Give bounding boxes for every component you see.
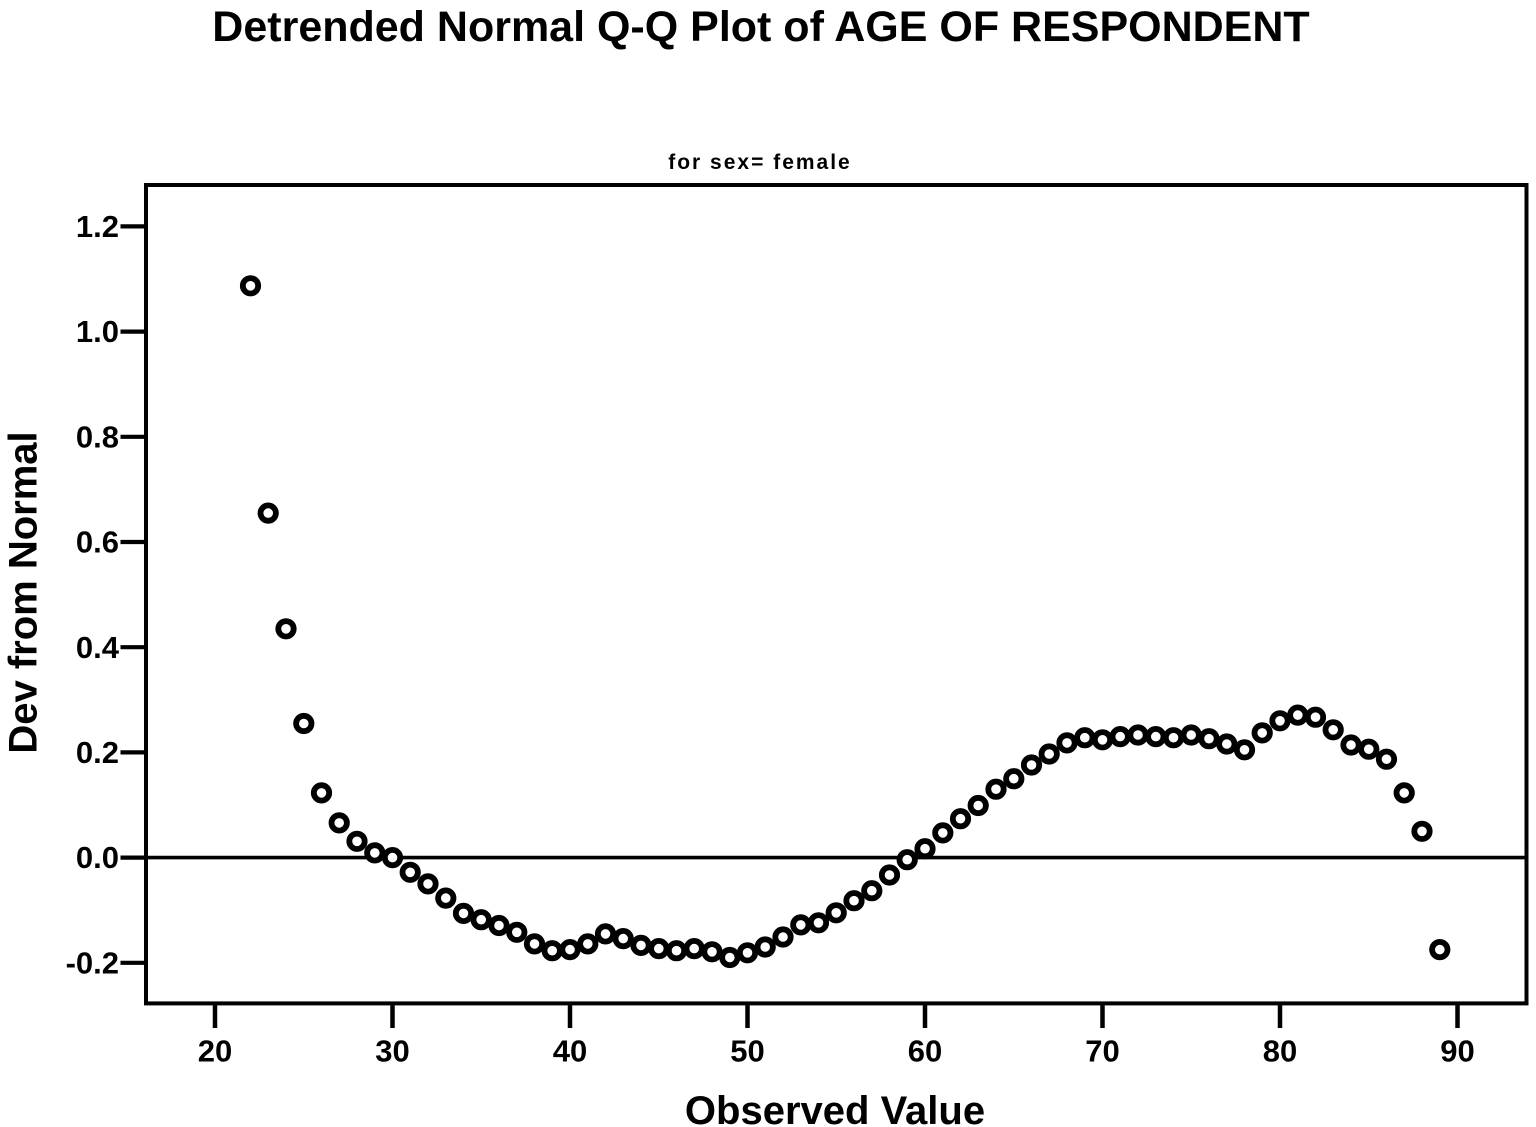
- svg-text:Observed Value: Observed Value: [685, 1089, 985, 1127]
- svg-text:1.2: 1.2: [76, 209, 119, 244]
- svg-text:0.0: 0.0: [76, 840, 119, 875]
- svg-text:0.4: 0.4: [76, 630, 120, 665]
- svg-text:0.2: 0.2: [76, 735, 119, 770]
- svg-text:for sex= female: for sex= female: [668, 151, 852, 174]
- svg-text:Dev from Normal: Dev from Normal: [2, 431, 46, 753]
- svg-text:0.8: 0.8: [76, 419, 119, 454]
- svg-text:0.6: 0.6: [76, 525, 119, 560]
- svg-text:60: 60: [908, 1034, 942, 1069]
- svg-text:90: 90: [1440, 1034, 1474, 1069]
- svg-text:-0.2: -0.2: [66, 945, 119, 980]
- svg-text:20: 20: [198, 1034, 232, 1069]
- svg-text:40: 40: [553, 1034, 587, 1069]
- svg-text:50: 50: [730, 1034, 764, 1069]
- svg-text:1.0: 1.0: [76, 314, 119, 349]
- svg-text:70: 70: [1085, 1034, 1119, 1069]
- svg-text:Detrended Normal Q-Q Plot of A: Detrended Normal Q-Q Plot of AGE OF RESP…: [212, 3, 1309, 51]
- svg-text:30: 30: [375, 1034, 409, 1069]
- svg-text:80: 80: [1263, 1034, 1297, 1069]
